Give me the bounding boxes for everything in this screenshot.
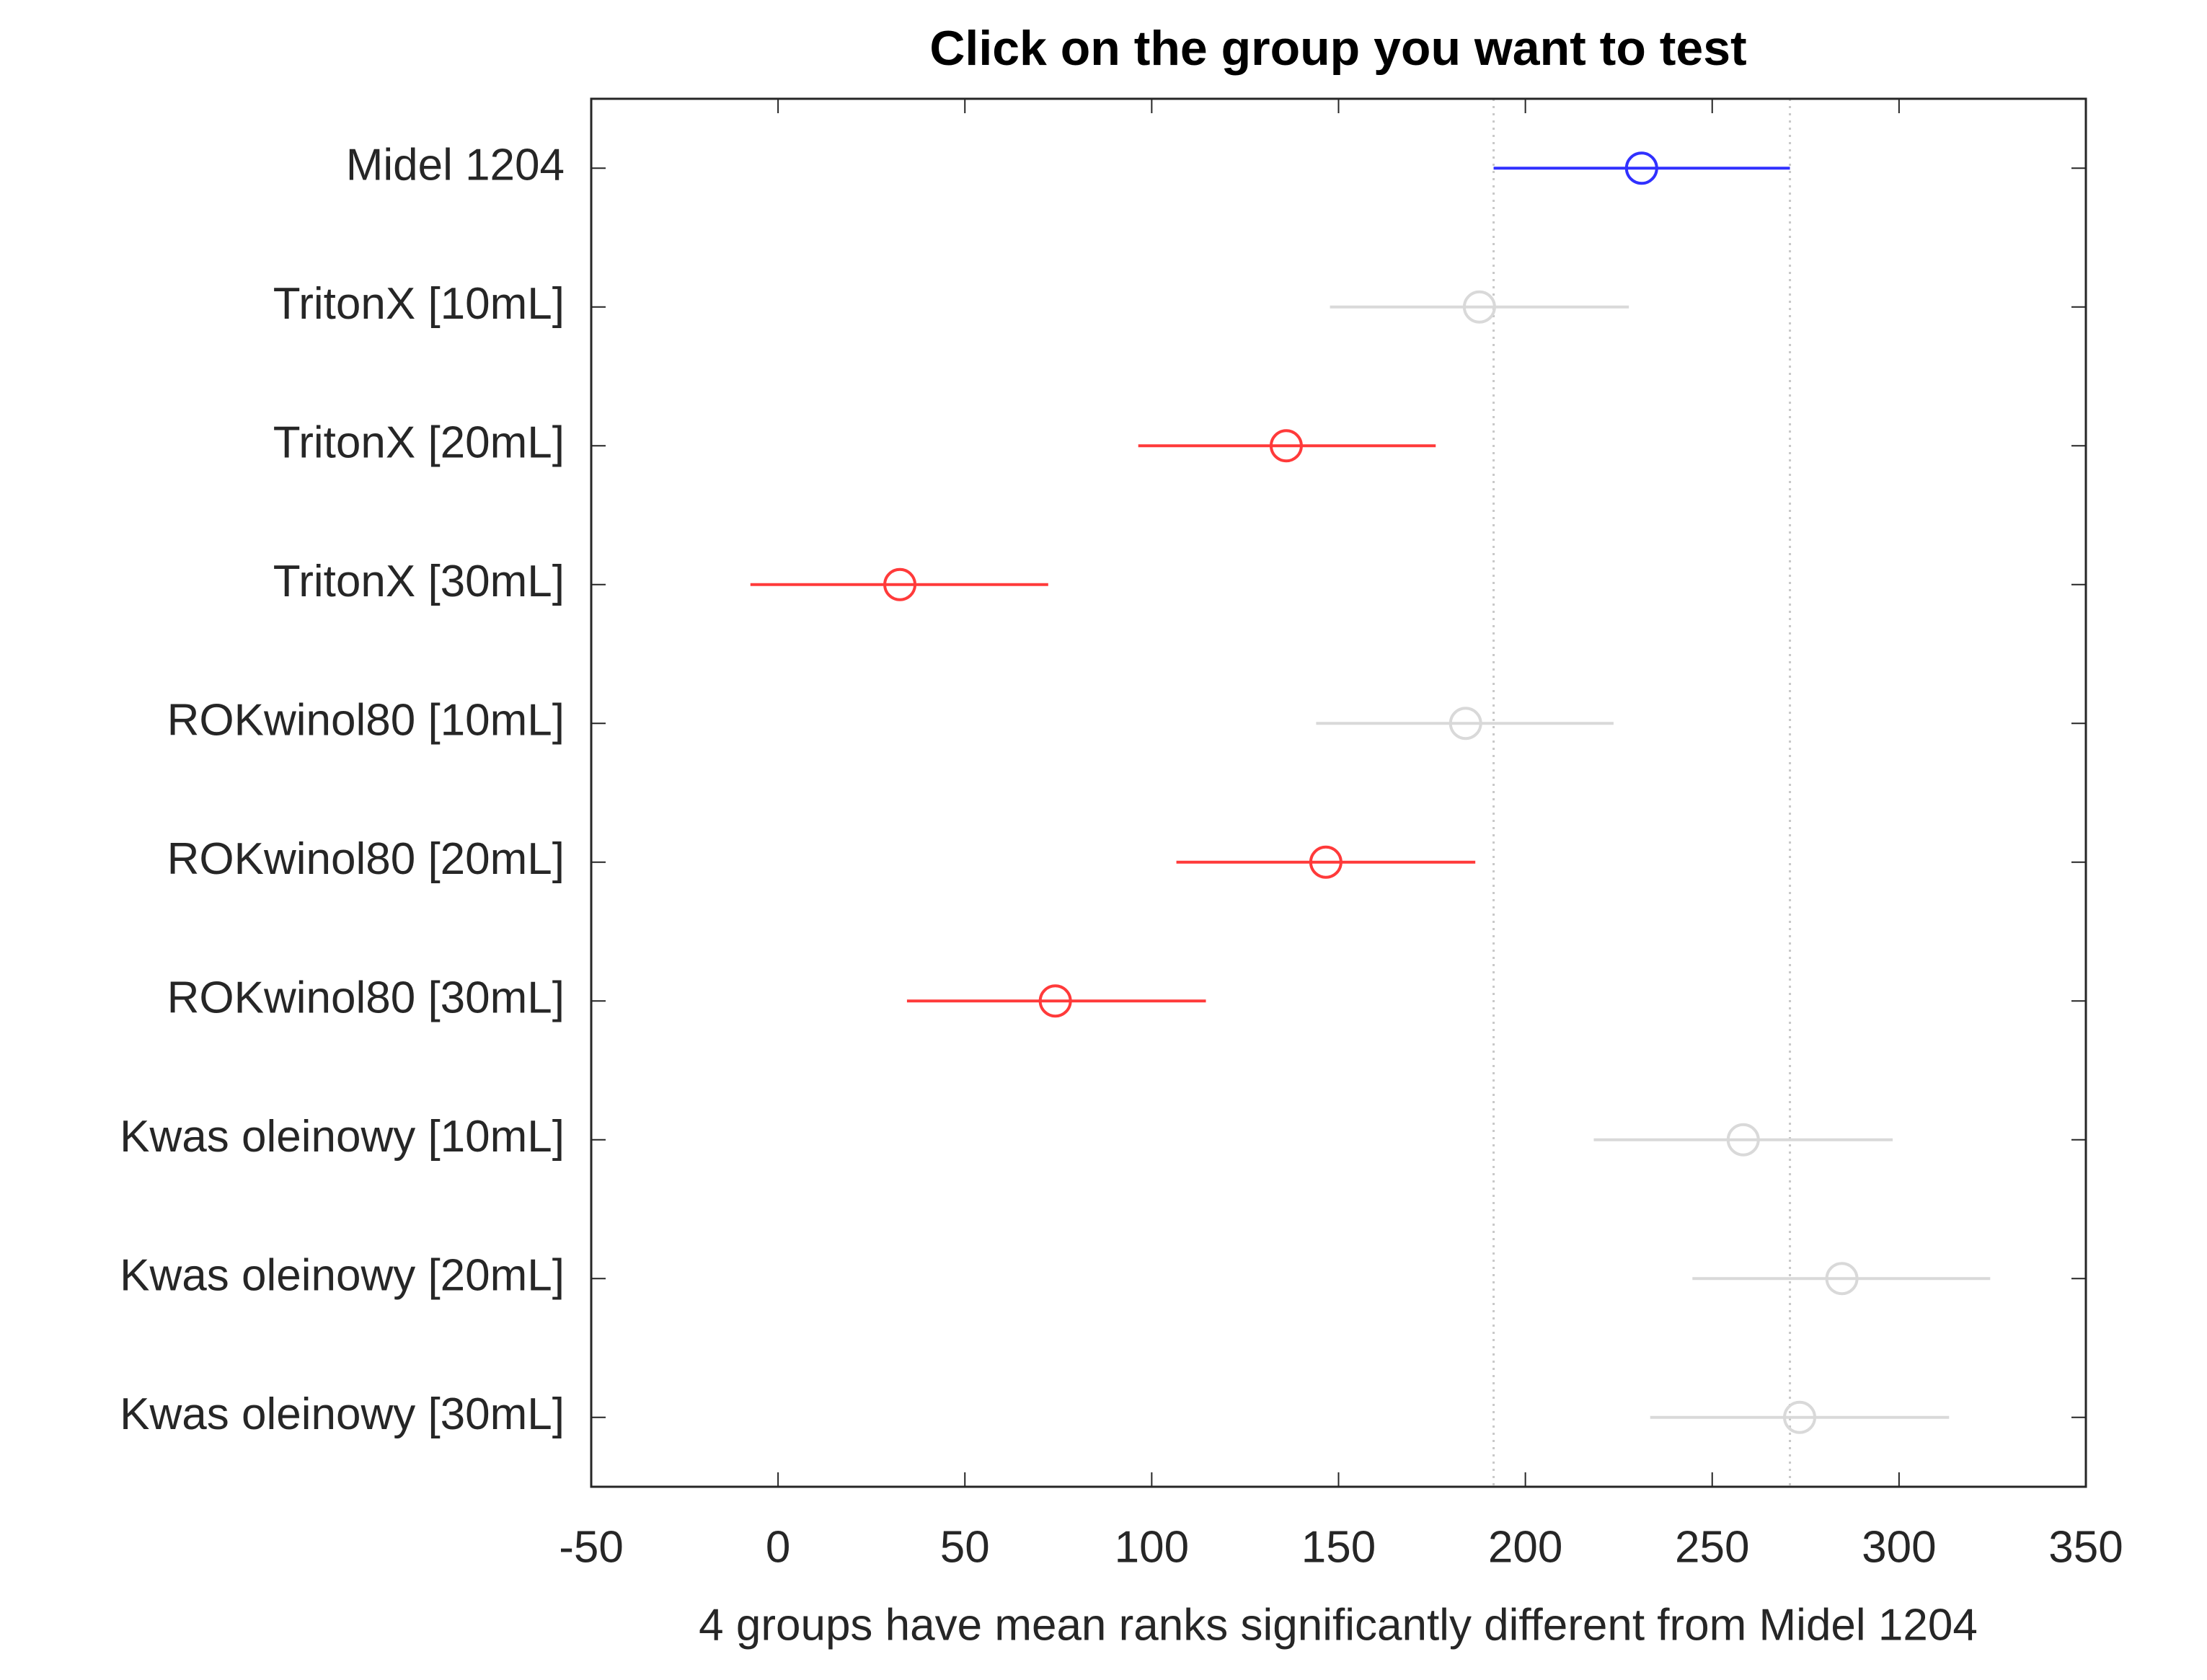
- y-tick-label[interactable]: TritonX [10mL]: [273, 279, 565, 329]
- mean-marker[interactable]: [1309, 845, 1343, 879]
- y-tick-label[interactable]: Midel 1204: [346, 141, 565, 190]
- mean-marker[interactable]: [1726, 1123, 1760, 1157]
- chart-title: Click on the group you want to test: [929, 21, 1746, 76]
- x-tick-label: 200: [1488, 1522, 1562, 1572]
- y-tick-label[interactable]: TritonX [20mL]: [273, 418, 565, 468]
- y-tick-label[interactable]: ROKwinol80 [30mL]: [167, 973, 565, 1023]
- x-tick-label: 100: [1115, 1522, 1189, 1572]
- axes-box: [590, 97, 2087, 1488]
- mean-marker[interactable]: [883, 567, 917, 601]
- mean-marker[interactable]: [1624, 151, 1658, 185]
- plot-area: [591, 99, 2086, 1487]
- y-tick-label[interactable]: Kwas oleinowy [30mL]: [120, 1389, 565, 1439]
- x-axis-label: 4 groups have mean ranks significantly d…: [699, 1600, 1978, 1650]
- x-tick-label: 150: [1301, 1522, 1376, 1572]
- x-tick-label: 50: [940, 1522, 990, 1572]
- y-tick-label[interactable]: ROKwinol80 [20mL]: [167, 834, 565, 884]
- mean-marker[interactable]: [1269, 429, 1303, 463]
- mean-marker[interactable]: [1783, 1400, 1817, 1434]
- mean-marker[interactable]: [1038, 984, 1072, 1018]
- mean-marker[interactable]: [1449, 707, 1482, 740]
- x-tick-label: 250: [1675, 1522, 1749, 1572]
- x-tick-label: 0: [766, 1522, 790, 1572]
- x-tick-label: 300: [1862, 1522, 1936, 1572]
- y-tick-label[interactable]: Kwas oleinowy [20mL]: [120, 1251, 565, 1301]
- x-tick-label: 350: [2048, 1522, 2123, 1572]
- y-tick-label[interactable]: ROKwinol80 [10mL]: [167, 696, 565, 746]
- y-tick-label[interactable]: Kwas oleinowy [10mL]: [120, 1112, 565, 1162]
- mean-marker[interactable]: [1462, 290, 1496, 324]
- y-tick-label[interactable]: TritonX [30mL]: [273, 557, 565, 606]
- x-tick-label: -50: [559, 1522, 624, 1572]
- mean-marker[interactable]: [1825, 1262, 1859, 1296]
